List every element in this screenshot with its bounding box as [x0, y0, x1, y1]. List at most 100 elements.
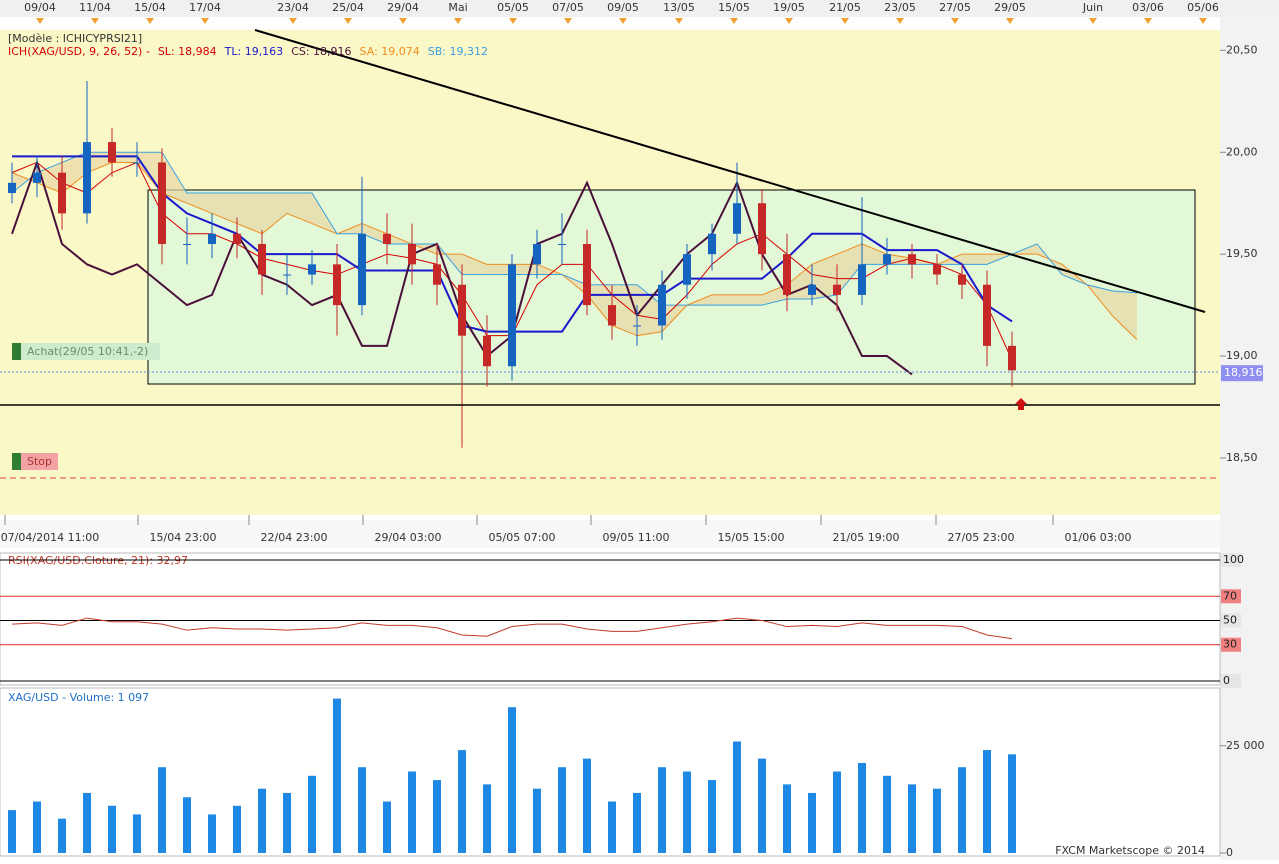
top-marker: [146, 18, 154, 24]
candle-body: [683, 254, 691, 285]
top-marker: [454, 18, 462, 24]
candle-body: [783, 254, 791, 295]
volume-bar: [383, 801, 391, 853]
top-date-label: 11/04: [79, 1, 111, 14]
volume-bar: [483, 784, 491, 853]
top-marker: [730, 18, 738, 24]
volume-bar: [558, 767, 566, 853]
y-tick-label: 100: [1223, 553, 1244, 566]
y-tick-bg: [1221, 553, 1241, 567]
volume-bar: [33, 801, 41, 853]
volume-bar: [708, 780, 716, 853]
candle-body: [358, 233, 366, 306]
top-marker: [1089, 18, 1097, 24]
y-tick-bg: [1221, 637, 1241, 652]
indicator-legend: ICH(XAG/USD, 9, 26, 52) - SL: 18,984 TL: 1…: [8, 45, 488, 58]
line: [11, 617, 1013, 640]
candle-body: [458, 284, 466, 336]
candle-body: [833, 284, 841, 295]
x-tick-label: 21/05 19:00: [833, 531, 900, 544]
candle-body: [308, 264, 316, 275]
volume-title: XAG/USD - Volume: 1 097: [8, 691, 149, 704]
volume-bar: [1008, 754, 1016, 853]
y-tick-label: 20,50: [1226, 43, 1258, 56]
volume-bar: [308, 775, 316, 853]
volume-bar: [933, 788, 941, 853]
top-date-label: 07/05: [552, 1, 584, 14]
volume-bar: [958, 767, 966, 853]
legend-item: CS: 18,916: [291, 45, 351, 58]
candle-body: [283, 274, 291, 276]
candle-body: [758, 203, 766, 255]
candle-body: [58, 172, 66, 214]
top-marker: [36, 18, 44, 24]
order-label: Achat(29/05 10:41,-2): [27, 345, 148, 358]
y-tick-label: 19,00: [1226, 349, 1258, 362]
top-date-label: 29/05: [994, 1, 1026, 14]
top-date-label: 15/05: [718, 1, 750, 14]
y-tick-label: 50: [1223, 614, 1237, 627]
legend-item: SA: 19,074: [360, 45, 420, 58]
top-date-label: Mai: [448, 1, 467, 14]
stop-label: Stop: [27, 455, 52, 468]
candle-body: [108, 142, 116, 163]
top-date-label: 09/04: [24, 1, 56, 14]
volume-bar: [108, 805, 116, 853]
candle-body: [958, 274, 966, 285]
volume-bar: [333, 698, 341, 853]
candle-body: [808, 284, 816, 295]
x-tick-label: 15/05 15:00: [718, 531, 785, 544]
x-tick-label: 07/04/2014 11:00: [1, 531, 100, 544]
volume-bar: [258, 788, 266, 853]
candle-body: [483, 335, 491, 367]
top-date-label: 23/05: [884, 1, 916, 14]
top-date-label: 05/06: [1187, 1, 1219, 14]
top-marker: [564, 18, 572, 24]
volume-bar: [408, 771, 416, 853]
top-date-label: 05/05: [497, 1, 529, 14]
volume-bar: [783, 784, 791, 853]
candle-body: [1008, 345, 1016, 371]
top-marker: [951, 18, 959, 24]
volume-bar: [608, 801, 616, 853]
candle-body: [258, 243, 266, 275]
x-tick-label: 27/05 23:00: [948, 531, 1015, 544]
ichimoku-cloud: [12, 152, 1137, 340]
legend-item: SB: 19,312: [428, 45, 488, 58]
x-tick-label: 09/05 11:00: [603, 531, 670, 544]
candle-body: [508, 264, 516, 367]
candle-body: [558, 243, 566, 245]
y-tick-bg: [1221, 674, 1241, 688]
volume-bar: [833, 771, 841, 853]
volume-bar: [58, 818, 66, 853]
top-marker: [1144, 18, 1152, 24]
indicator-label: ICH(XAG/USD, 9, 26, 52) -: [8, 45, 150, 58]
stop-box: [12, 453, 58, 470]
y-tick-label: 25 000: [1226, 739, 1265, 752]
candle-body: [333, 264, 341, 306]
top-axis-bg: [0, 0, 1279, 17]
price-tag-label: 18,916: [1224, 366, 1263, 379]
top-date-label: Juin: [1082, 1, 1103, 14]
top-marker: [344, 18, 352, 24]
order-box: [12, 343, 160, 360]
y-tick-label: 0: [1226, 846, 1233, 859]
legend-item: TL: 19,163: [224, 45, 284, 58]
candle-body: [158, 162, 166, 244]
volume-bar: [358, 767, 366, 853]
top-marker: [509, 18, 517, 24]
volume-bar: [208, 814, 216, 853]
candle-body: [208, 233, 216, 244]
trend-line: [254, 29, 1206, 313]
volume-bar: [133, 814, 141, 853]
top-marker: [785, 18, 793, 24]
top-date-label: 15/04: [134, 1, 166, 14]
top-marker: [201, 18, 209, 24]
volume-bar: [533, 788, 541, 853]
x-tick-label: 05/05 07:00: [489, 531, 556, 544]
line: [11, 161, 1138, 341]
candle-body: [133, 162, 141, 164]
volume-bar: [158, 767, 166, 853]
buy-arrow: [1015, 398, 1027, 410]
volume-bar: [508, 707, 516, 853]
